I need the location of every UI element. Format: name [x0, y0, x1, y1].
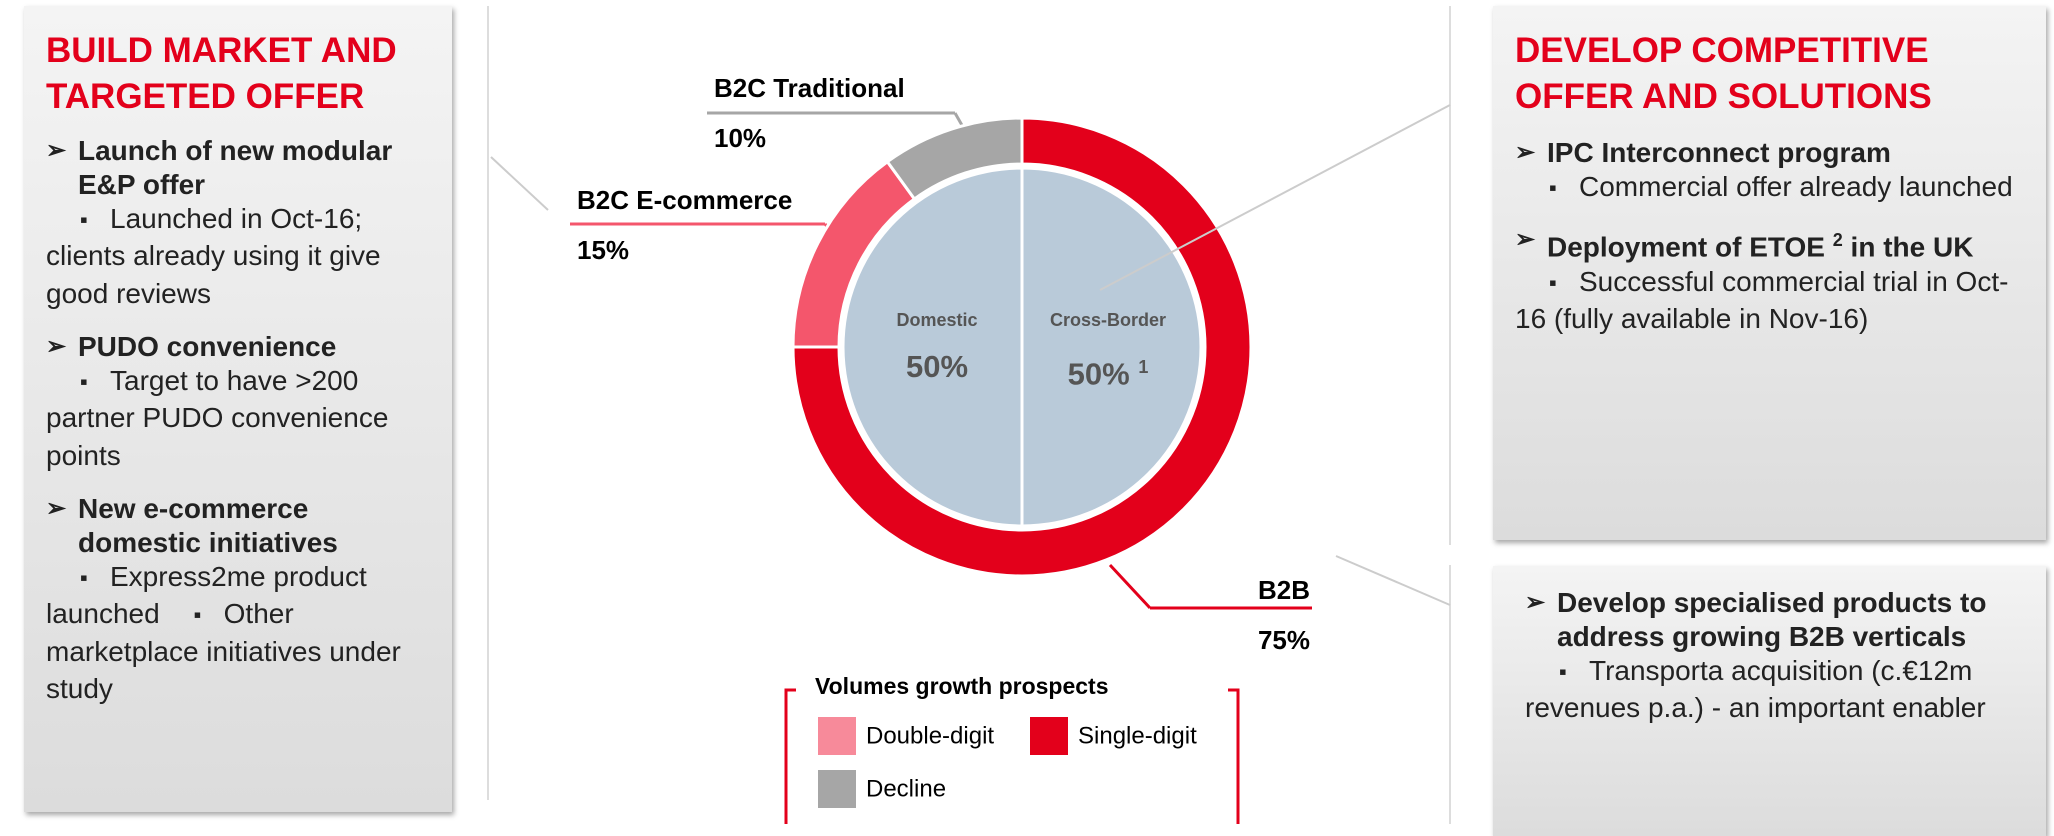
inner-value-text: 50% — [905, 349, 969, 385]
footnote-ref: 1 — [1138, 357, 1149, 378]
inner-value-text: 50% — [1067, 356, 1130, 392]
legend-label: Double-digit — [866, 722, 994, 749]
segment-value: 10% — [714, 123, 766, 153]
segment-value: 75% — [1258, 625, 1310, 655]
heading-text: PUDO convenience — [78, 330, 337, 362]
footnote-ref: 2 — [1832, 230, 1843, 251]
legend-swatch — [1030, 717, 1068, 755]
legend-frame — [784, 688, 1240, 824]
segment-label: B2B — [1258, 575, 1310, 605]
sub-bullet: Commercial offer already launched — [1515, 171, 2013, 202]
panel: BUILD MARKET AND TARGETED OFFER Launch of… — [24, 6, 452, 812]
bullet-heading: Deployment of ETOE 2 in the UK — [1515, 223, 2016, 264]
sub-bullet: Other marketplace initiatives under stud… — [46, 598, 401, 704]
connector — [490, 156, 549, 211]
pie-slice — [841, 166, 1024, 528]
inner-category: Cross-Border — [1049, 310, 1167, 330]
sub-bullet: Target to have >200 partner PUDO conveni… — [46, 365, 388, 471]
panel: DEVELOP COMPETITIVE OFFER AND SOLUTIONS I… — [1493, 6, 2046, 540]
segment-value: 15% — [577, 235, 629, 265]
heading-text: New e-commerce domestic initiatives — [78, 492, 338, 558]
leader — [1108, 563, 1152, 610]
heading-text: in the UK — [1850, 231, 1974, 263]
heading-text: Develop specialised products to address … — [1557, 587, 1987, 652]
legend-label: Decline — [866, 775, 946, 802]
legend-title: Volumes growth prospects — [815, 673, 1109, 699]
bullet-heading: IPC Interconnect program — [1515, 136, 2016, 170]
sub-bullet: Transporta acquisition (c.€12m revenues … — [1525, 655, 1986, 723]
inner-category: Domestic — [896, 310, 978, 330]
ring-segment — [791, 116, 1253, 578]
legend-swatch — [818, 717, 856, 755]
pie-slice — [1020, 166, 1203, 528]
connector — [1335, 555, 1451, 606]
inner-label: Domestic 50% — [893, 300, 981, 387]
sub-bullet: Launched in Oct-16; clients already usin… — [46, 203, 381, 309]
bullet-heading: Launch of new modular E&P offer — [46, 134, 434, 202]
heading-text: IPC Interconnect program — [1547, 137, 1891, 168]
bullet-heading: New e-commerce domestic initiatives — [46, 492, 434, 560]
panel-title: BUILD MARKET AND TARGETED OFFER — [46, 31, 397, 116]
segment-label: B2C E-commerce — [577, 185, 792, 215]
sub-bullet: Successful commercial trial in Oct-16 (f… — [1515, 266, 2008, 334]
inner-value: 50% 1 — [1038, 347, 1178, 394]
heading-text: Launch of new modular E&P offer — [78, 135, 393, 200]
sub-bullet: Express2me product launched — [46, 561, 367, 629]
segment-label: B2C Traditional — [714, 73, 905, 103]
inner-label: Cross-Border 50% 1 — [1038, 300, 1178, 395]
bullet-heading: Develop specialised products to address … — [1525, 586, 2016, 654]
legend-label: Single-digit — [1078, 722, 1197, 749]
legend-swatch — [818, 770, 856, 808]
bullet-heading: PUDO convenience — [46, 330, 434, 364]
inner-value: 50% — [893, 347, 981, 387]
connector — [1099, 104, 1451, 291]
panel-title: DEVELOP COMPETITIVE OFFER AND SOLUTIONS — [1515, 31, 1932, 116]
panel: Develop specialised products to address … — [1493, 566, 2046, 836]
heading-text: Deployment of ETOE — [1547, 231, 1825, 263]
ring-segment — [885, 116, 1024, 202]
